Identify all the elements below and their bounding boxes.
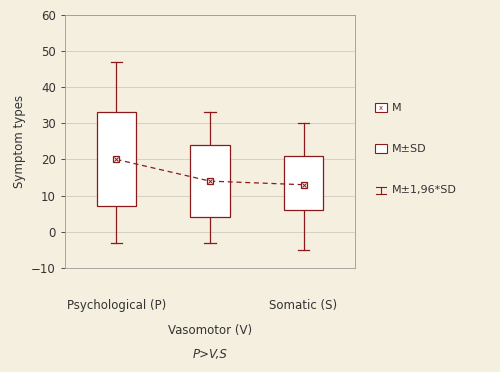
- Bar: [97, 112, 136, 206]
- Bar: [284, 156, 323, 210]
- Y-axis label: Symptom types: Symptom types: [12, 95, 26, 188]
- Text: M±SD: M±SD: [392, 144, 426, 154]
- Text: Psychological (P): Psychological (P): [67, 299, 166, 312]
- Text: P>V,S: P>V,S: [192, 348, 228, 361]
- Text: M±1,96*SD: M±1,96*SD: [392, 185, 456, 195]
- Text: Somatic (S): Somatic (S): [270, 299, 338, 312]
- Text: x: x: [379, 105, 383, 111]
- Text: M: M: [392, 103, 401, 113]
- Text: Vasomotor (V): Vasomotor (V): [168, 324, 252, 337]
- Bar: [190, 145, 230, 217]
